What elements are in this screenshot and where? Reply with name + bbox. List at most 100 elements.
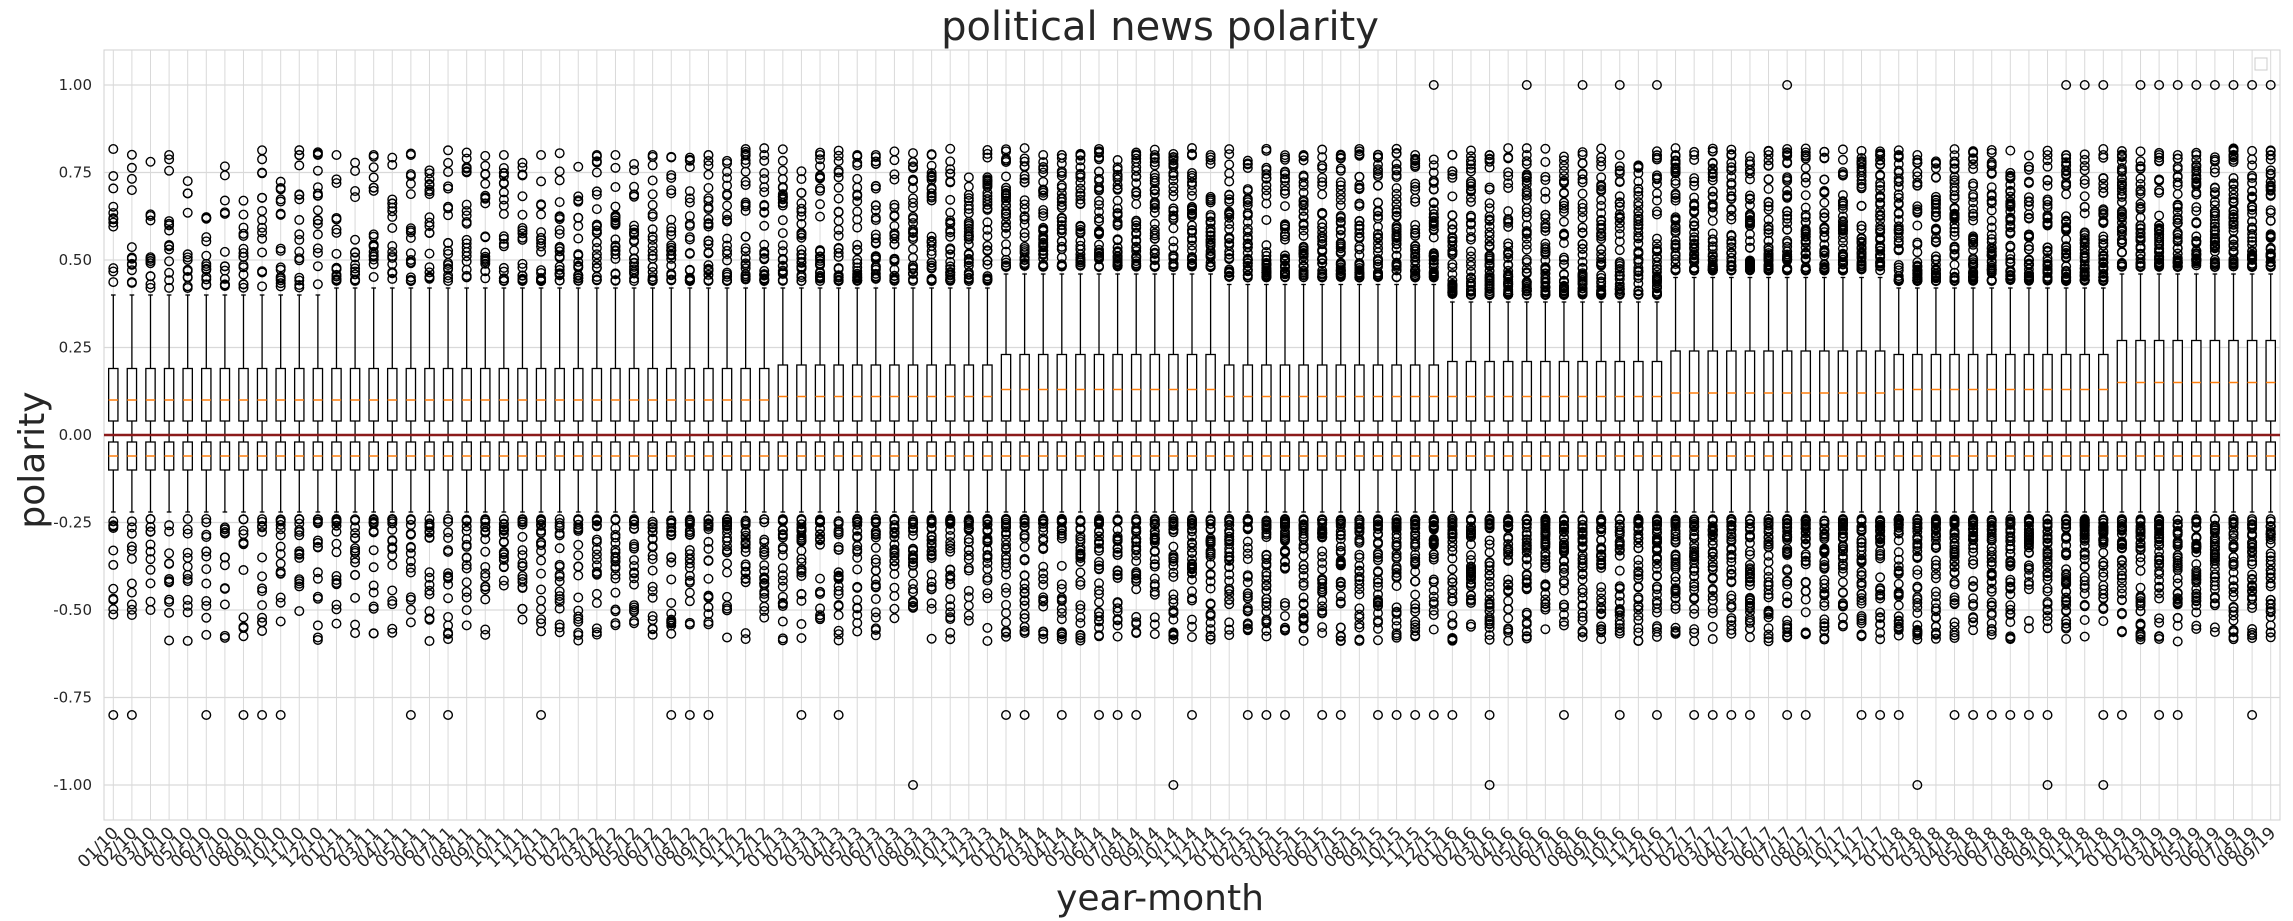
outlier-point bbox=[387, 623, 398, 634]
outlier-point bbox=[684, 232, 695, 243]
outlier-point bbox=[629, 158, 640, 169]
outlier-point bbox=[852, 239, 863, 250]
outlier-point bbox=[405, 604, 416, 615]
outlier-point bbox=[164, 548, 175, 559]
positive-box bbox=[926, 364, 937, 422]
positive-box bbox=[1075, 353, 1086, 422]
outlier-point bbox=[945, 231, 956, 242]
outlier-point bbox=[629, 275, 640, 286]
outlier-point bbox=[908, 602, 919, 613]
positive-box bbox=[703, 367, 714, 422]
positive-box bbox=[721, 367, 733, 422]
outlier-point bbox=[554, 175, 565, 186]
outlier-point bbox=[777, 550, 788, 561]
outlier-point bbox=[331, 514, 342, 525]
outlier-point bbox=[945, 156, 956, 167]
outlier-point bbox=[740, 542, 751, 553]
outlier-point bbox=[815, 533, 826, 544]
outlier-point bbox=[740, 634, 751, 645]
outlier-point bbox=[275, 208, 286, 219]
outlier-point bbox=[554, 212, 565, 223]
outlier-point bbox=[684, 558, 695, 569]
outlier-point bbox=[294, 246, 305, 257]
outlier-point bbox=[275, 592, 286, 603]
outlier-point bbox=[238, 269, 249, 280]
outlier-point bbox=[926, 167, 937, 178]
outlier-point bbox=[796, 567, 807, 578]
outlier-point bbox=[443, 611, 454, 622]
outlier-point bbox=[294, 578, 305, 589]
outlier-point bbox=[610, 253, 621, 264]
outlier-point bbox=[833, 262, 844, 273]
outlier-point bbox=[610, 246, 621, 257]
outlier-point bbox=[945, 612, 956, 623]
outlier-point bbox=[870, 565, 881, 576]
outlier-point bbox=[759, 534, 770, 545]
outlier-point bbox=[833, 529, 844, 540]
outlier-point bbox=[480, 192, 491, 203]
outlier-point bbox=[796, 166, 807, 177]
outlier-point bbox=[908, 522, 919, 533]
outlier-point bbox=[647, 245, 658, 256]
outlier-point bbox=[498, 580, 509, 591]
positive-box bbox=[293, 367, 305, 422]
outlier-point bbox=[238, 514, 249, 525]
outlier-point bbox=[517, 576, 528, 587]
outlier-point bbox=[443, 628, 454, 639]
positive-box bbox=[591, 367, 603, 422]
outlier-point bbox=[759, 549, 770, 560]
outlier-point bbox=[312, 165, 323, 176]
outlier-point bbox=[424, 272, 435, 283]
outlier-point bbox=[201, 600, 212, 611]
outlier-point bbox=[759, 220, 770, 231]
outlier-point bbox=[443, 210, 454, 221]
outlier-point bbox=[666, 274, 677, 285]
outlier-point bbox=[591, 274, 602, 285]
outlier-point bbox=[182, 282, 193, 293]
outlier-point bbox=[164, 239, 175, 250]
outlier-point bbox=[759, 149, 770, 160]
outlier-point bbox=[908, 553, 919, 564]
outlier-point bbox=[722, 245, 733, 256]
outlier-point bbox=[387, 159, 398, 170]
outlier-point bbox=[219, 526, 230, 537]
outlier-point bbox=[498, 525, 509, 536]
outlier-point bbox=[145, 564, 156, 575]
outlier-point bbox=[517, 545, 528, 556]
outlier-point bbox=[201, 546, 212, 557]
positive-box bbox=[238, 367, 249, 422]
outlier-point bbox=[908, 268, 919, 279]
outlier-point bbox=[424, 248, 435, 259]
outlier-point bbox=[312, 149, 323, 160]
outlier-point bbox=[666, 517, 677, 528]
outlier-point bbox=[126, 252, 137, 263]
outlier-point bbox=[164, 574, 175, 585]
outlier-point bbox=[517, 225, 528, 236]
outlier-point bbox=[536, 514, 547, 525]
outlier-point bbox=[275, 616, 286, 627]
outlier-point bbox=[573, 273, 584, 284]
outlier-point bbox=[777, 261, 788, 272]
outlier-point bbox=[461, 216, 472, 227]
outlier-point bbox=[443, 593, 454, 604]
outlier-point bbox=[889, 233, 900, 244]
outlier-point bbox=[684, 218, 695, 229]
outlier-point bbox=[759, 605, 770, 616]
outlier-point bbox=[833, 625, 844, 636]
outlier-point bbox=[815, 253, 826, 264]
outlier-point bbox=[480, 561, 491, 572]
outlier-point bbox=[684, 162, 695, 173]
outlier-point bbox=[257, 227, 268, 238]
outlier-point bbox=[666, 185, 677, 196]
outlier-point bbox=[517, 571, 528, 582]
outlier-point bbox=[591, 189, 602, 200]
outlier-point bbox=[405, 567, 416, 578]
outlier-point bbox=[498, 208, 509, 219]
outlier-point bbox=[796, 526, 807, 537]
outlier-point bbox=[833, 145, 844, 156]
outlier-point bbox=[889, 514, 900, 525]
positive-box bbox=[665, 367, 677, 422]
outlier-point bbox=[387, 246, 398, 257]
outlier-point bbox=[647, 199, 658, 210]
outlier-point bbox=[294, 581, 305, 592]
